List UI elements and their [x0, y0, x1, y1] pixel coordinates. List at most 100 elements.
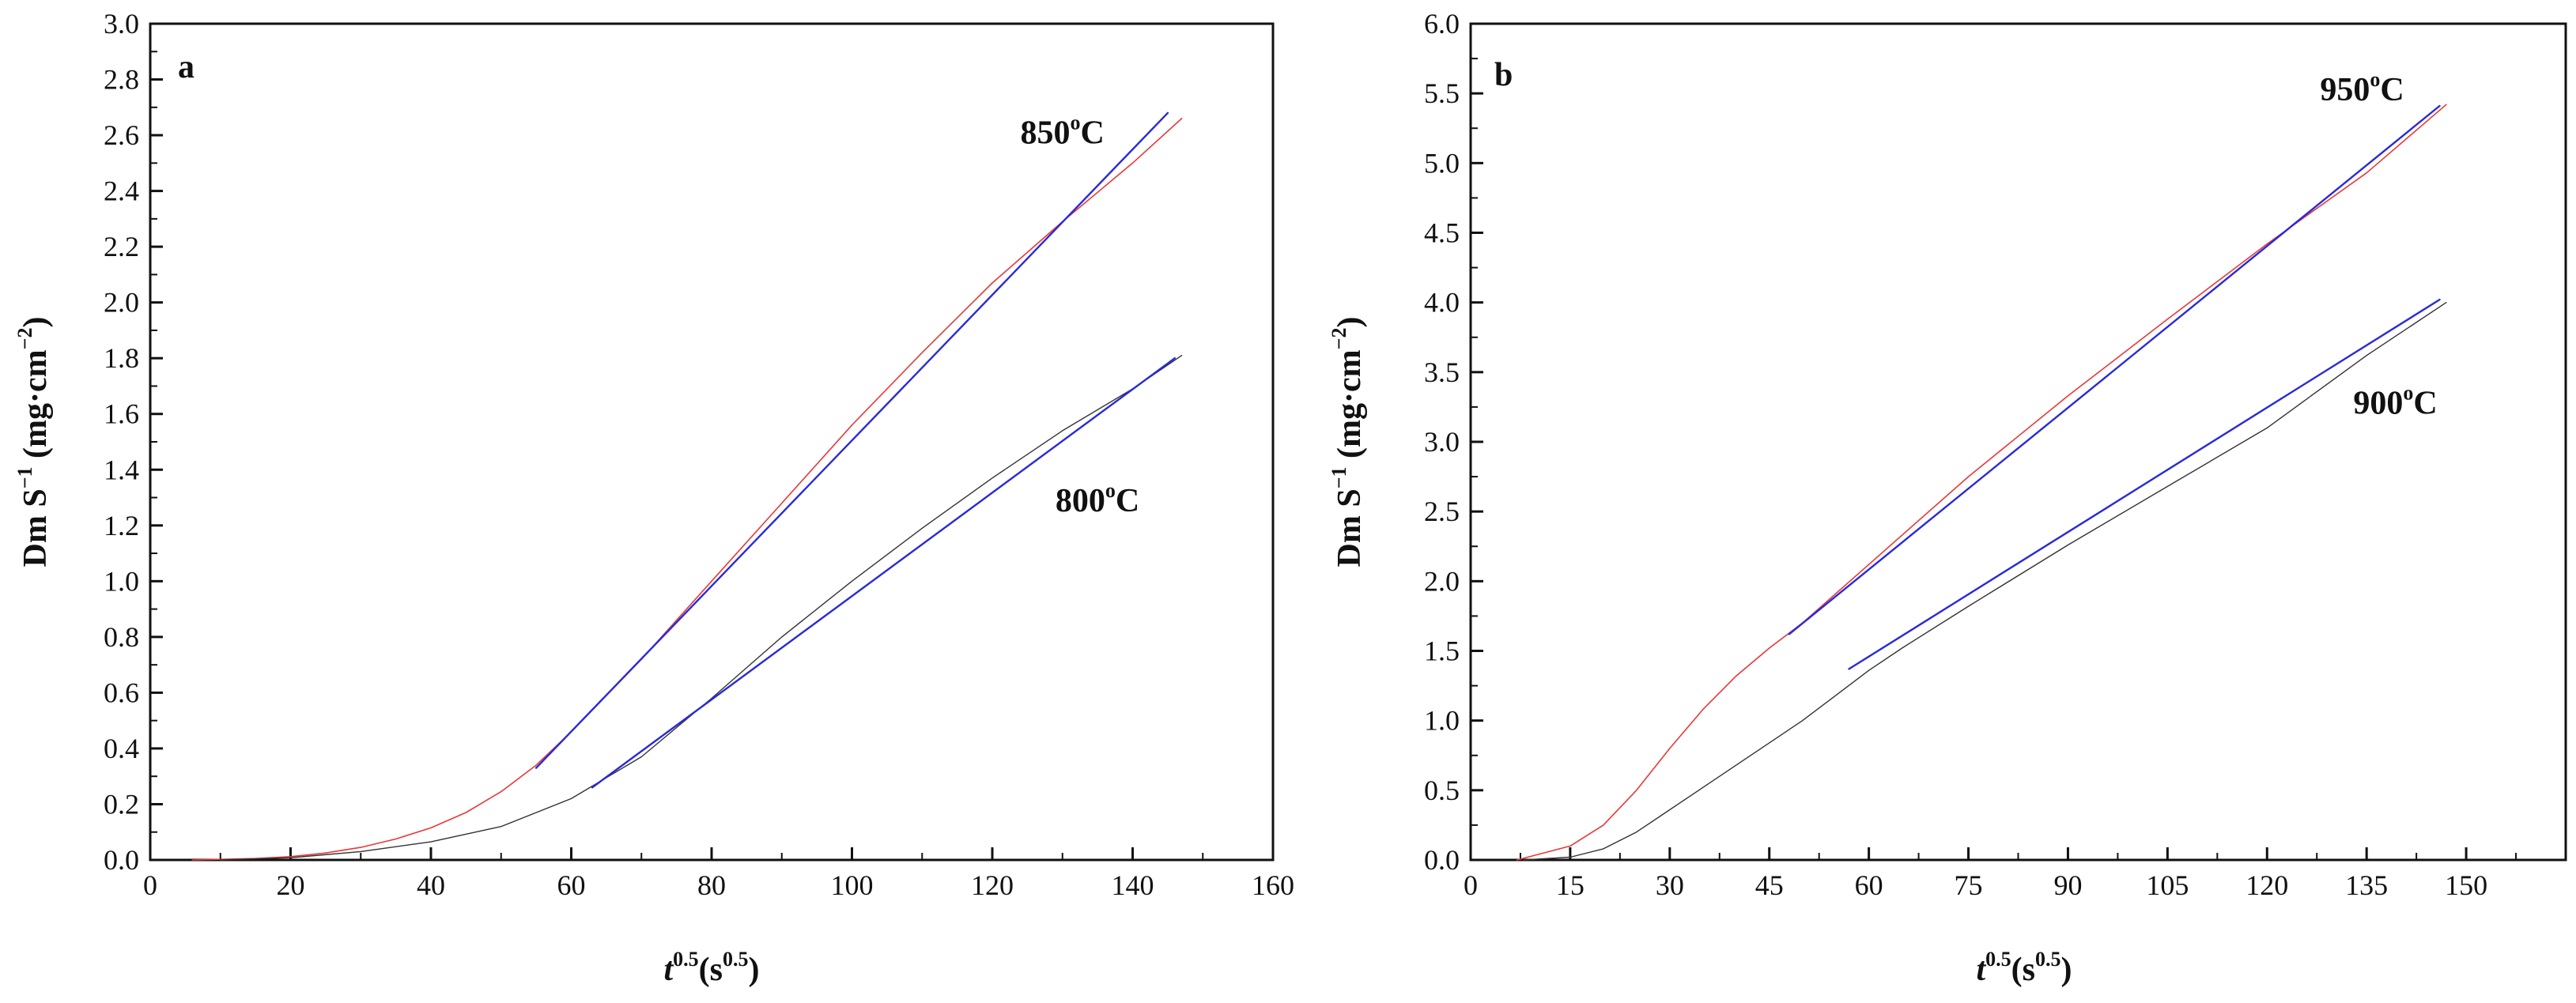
x-label-main-a: t: [663, 952, 674, 988]
y-tick-label-b: 5.5: [1424, 77, 1460, 109]
y-label-sup-a: −1: [13, 466, 36, 488]
y-tick-label-b: 2.0: [1424, 565, 1460, 597]
x-tick-label-a: 160: [1252, 869, 1294, 901]
series-line-a-2: [220, 355, 1183, 861]
x-tick-label-a: 100: [831, 869, 874, 901]
x-tick-label-a: 40: [417, 869, 445, 901]
temperature-label-b-0: 950oC: [2320, 68, 2404, 108]
y-tick-label-a: 3.0: [104, 8, 139, 40]
series-line-a-3: [591, 357, 1176, 789]
y-axis-a: 0.0 0.2 0.4 0.6 0.8 1.0 1.2 1.4 1.6 1.8 2.0 2.2 2.4 2…: [104, 8, 163, 876]
y-label-unit-sup-a: −2: [13, 328, 36, 350]
y-axis-b: 0.0 0.5 1.0 1.5 2.0 2.5 3.0 3.5 4.0 4.5 5.0 5.5 6.0: [1424, 8, 1483, 876]
y-label-unit-b: (mg·cm: [1331, 349, 1368, 466]
x-tick-label-a: 60: [557, 869, 586, 901]
x-axis-b: 0 15 30 45 60 75 90 105 120 135 150: [1464, 847, 2517, 901]
y-tick-label-a: 2.4: [104, 175, 139, 207]
panel-label-b: b: [1494, 57, 1513, 93]
chart-panel-a: a 0 20 40 60 80 100 120 140 160 0.0 0.2 0.4 0.6 0.8 1…: [13, 8, 1294, 988]
x-label-unit-b: (s: [2011, 952, 2035, 988]
series-line-b-0: [1517, 104, 2447, 861]
y-tick-label-b: 1.0: [1424, 705, 1460, 737]
series-group-a: [191, 111, 1183, 861]
x-tick-label-b: 75: [1955, 869, 1983, 901]
y-label-close-a: ): [17, 317, 54, 328]
x-label-close-a: ): [749, 952, 760, 988]
x-axis-label-b: t0.5(s0.5): [1976, 948, 2072, 988]
y-tick-label-b: 1.5: [1424, 635, 1460, 667]
series-line-b-2: [1523, 302, 2447, 861]
y-label-unit-a: (mg·cm: [17, 349, 54, 466]
annotations-a: 850oC 800oC: [1021, 111, 1140, 520]
y-tick-label-a: 0.6: [104, 677, 139, 708]
series-line-a-1: [534, 111, 1169, 769]
series-line-a-0: [191, 118, 1183, 861]
y-tick-label-b: 4.0: [1424, 287, 1460, 319]
x-label-unit-a: (s: [699, 952, 723, 988]
temperature-label-a-1: 800oC: [1056, 479, 1139, 519]
x-axis-a: 0 20 40 60 80 100 120 140 160: [143, 847, 1294, 901]
y-tick-label-a: 0.2: [104, 788, 139, 820]
series-line-b-3: [1848, 298, 2441, 670]
x-tick-label-b: 60: [1855, 869, 1883, 901]
y-label-unit-sup-b: −2: [1328, 328, 1350, 350]
y-tick-label-a: 1.2: [104, 510, 139, 541]
x-tick-label-a: 20: [277, 869, 305, 901]
y-tick-label-b: 2.5: [1424, 496, 1460, 527]
panel-label-a: a: [178, 49, 195, 85]
y-tick-label-b: 0.0: [1424, 844, 1460, 876]
y-tick-label-a: 2.8: [104, 64, 139, 96]
y-axis-label-a: Dm S−1 (mg·cm−2): [13, 317, 54, 567]
x-label-unit-sup-b: 0.5: [2035, 948, 2061, 971]
x-tick-label-b: 105: [2146, 869, 2189, 901]
x-tick-label-b: 45: [1755, 869, 1784, 901]
temperature-label-a-0: 850oC: [1021, 111, 1105, 152]
x-axis-label-a: t0.5(s0.5): [663, 948, 759, 988]
y-tick-label-b: 4.5: [1424, 217, 1460, 249]
x-label-main-b: t: [1976, 952, 1986, 988]
x-tick-label-b: 0: [1464, 869, 1478, 901]
y-tick-label-a: 2.0: [104, 287, 139, 319]
y-label-sup-b: −1: [1328, 466, 1350, 488]
y-tick-label-b: 0.5: [1424, 775, 1460, 806]
y-label-close-b: ): [1331, 317, 1368, 328]
x-label-sup-a: 0.5: [673, 948, 699, 971]
x-label-close-b: ): [2061, 952, 2072, 988]
y-label-main-b: Dm S: [1331, 488, 1368, 567]
x-tick-label-b: 150: [2445, 869, 2487, 901]
x-tick-label-b: 90: [2053, 869, 2082, 901]
y-axis-label-b: Dm S−1 (mg·cm−2): [1328, 317, 1368, 567]
temperature-label-b-1: 900oC: [2353, 382, 2437, 422]
x-tick-label-a: 140: [1112, 869, 1154, 901]
y-tick-label-a: 0.8: [104, 621, 139, 653]
x-tick-label-a: 0: [143, 869, 157, 901]
x-tick-label-a: 120: [971, 869, 1014, 901]
x-tick-label-a: 80: [697, 869, 726, 901]
y-tick-label-a: 0.4: [104, 733, 139, 764]
y-tick-label-a: 1.6: [104, 398, 139, 430]
y-tick-label-b: 3.0: [1424, 426, 1460, 458]
x-label-sup-b: 0.5: [1985, 948, 2011, 971]
plot-frame-b: [1469, 22, 2567, 862]
y-tick-label-a: 1.4: [104, 454, 139, 485]
chart-panel-b: b 0 15 30 45 60 75 90 105 120 135 150 0.0 0.5 1.0 1.5…: [1328, 8, 2567, 988]
x-tick-label-b: 120: [2246, 869, 2288, 901]
x-label-unit-sup-a: 0.5: [723, 948, 749, 971]
y-tick-label-a: 2.2: [104, 231, 139, 262]
annotations-b: 950oC 900oC: [2320, 68, 2437, 422]
x-tick-label-b: 135: [2345, 869, 2388, 901]
x-tick-label-b: 30: [1656, 869, 1684, 901]
y-tick-label-b: 6.0: [1424, 8, 1460, 40]
y-tick-label-a: 2.6: [104, 119, 139, 151]
y-label-main-a: Dm S: [17, 488, 54, 567]
y-tick-label-a: 1.8: [104, 342, 139, 374]
y-tick-label-b: 3.5: [1424, 356, 1460, 388]
x-tick-label-b: 15: [1556, 869, 1585, 901]
series-line-b-1: [1788, 104, 2441, 635]
series-group-b: [1517, 104, 2447, 861]
y-tick-label-b: 5.0: [1424, 147, 1460, 179]
y-tick-label-a: 1.0: [104, 565, 139, 597]
y-tick-label-a: 0.0: [104, 844, 139, 876]
plot-frame-a: [149, 22, 1275, 862]
